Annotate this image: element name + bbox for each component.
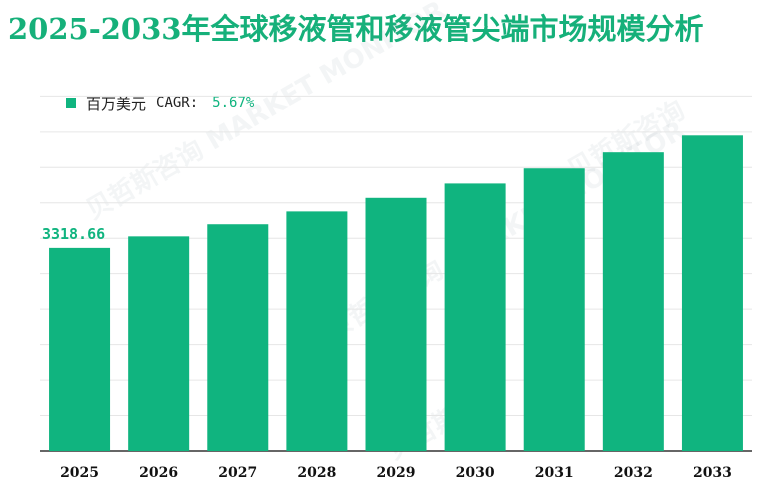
legend-series-name: 百万美元 [86,94,147,113]
bar-2030 [444,183,506,451]
bar-2032 [602,152,664,451]
legend: 百万美元 CAGR: 5.67% [66,93,254,113]
x-tick-label: 2026 [139,465,178,481]
bar-2028 [286,211,348,451]
x-tick-label: 2033 [693,465,732,481]
x-tick-label: 2028 [297,465,336,481]
bar-2027 [207,224,269,451]
labels: 2025 2026 2027 2028 2029 2030 2031 2032 2033 3318… [42,225,732,481]
bars [49,135,743,452]
x-tick-label: 2025 [60,465,99,481]
bar-2026 [128,236,190,451]
legend-swatch [66,98,76,108]
legend-cagr-label: CAGR: [156,95,199,111]
x-tick-label: 2027 [218,465,257,481]
x-tick-label: 2030 [456,465,495,481]
x-tick-label: 2032 [614,465,653,481]
bar-2031 [523,168,585,452]
legend-cagr-value: 5.67% [212,95,255,111]
x-tick-label: 2029 [377,465,416,481]
bar-2033 [681,135,743,451]
bar-2025 [49,247,111,451]
x-tick-label: 2031 [535,465,574,481]
data-label: 3318.66 [42,225,105,243]
chart-title: 2025-2033年全球移液管和移液管尖端市场规模分析 [8,12,704,46]
bar-2029 [365,197,427,451]
